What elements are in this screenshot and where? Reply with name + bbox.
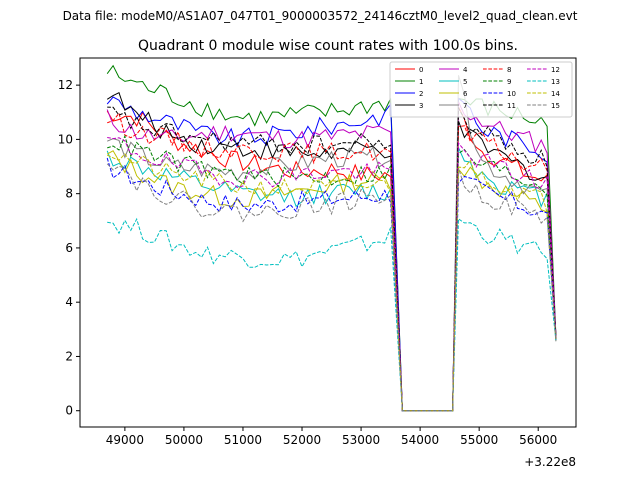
series-line-15: [106, 163, 557, 412]
x-tick-label: 52000: [283, 433, 321, 447]
legend-label: 1: [419, 78, 423, 86]
legend-label: 14: [551, 90, 560, 98]
legend-frame: [389, 61, 573, 118]
x-tick-label: 53000: [342, 433, 380, 447]
legend-label: 7: [463, 102, 467, 110]
legend-label: 2: [419, 90, 423, 98]
series-line-7: [107, 75, 557, 412]
legend-label: 15: [551, 102, 560, 110]
y-axis: 0 2 4 6 8 10 12: [58, 78, 80, 418]
series-line-2: [106, 96, 557, 412]
series-line-5: [106, 147, 557, 412]
axes-frame: [79, 57, 577, 428]
legend-label: 12: [551, 66, 560, 74]
figure-suptitle: Data file: modeM0/AS1A07_047T01_90000035…: [63, 9, 578, 23]
x-tick-label: 50000: [165, 433, 203, 447]
legend-label: 11: [507, 102, 516, 110]
series-line-10: [106, 157, 557, 412]
x-offset-label: +3.22e8: [524, 455, 576, 469]
series-line-3: [106, 92, 557, 412]
y-tick-label: 2: [65, 349, 73, 363]
legend-label: 8: [507, 66, 511, 74]
x-tick-label: 56000: [519, 433, 557, 447]
x-tick-label: 51000: [224, 433, 262, 447]
y-tick-label: 10: [58, 132, 73, 146]
y-tick-label: 12: [58, 78, 73, 92]
series-line-11: [107, 106, 557, 412]
x-tick-label: 49000: [106, 433, 144, 447]
y-tick-label: 4: [65, 295, 73, 309]
legend-label: 5: [463, 78, 467, 86]
y-tick-label: 6: [65, 241, 73, 255]
x-tick-label: 54000: [401, 433, 439, 447]
legend-label: 10: [507, 90, 516, 98]
y-tick-label: 0: [65, 404, 73, 418]
series-line-13: [107, 217, 557, 412]
y-tick-label: 8: [65, 187, 73, 201]
series-line-4: [106, 101, 557, 412]
legend-label: 13: [551, 78, 560, 86]
legend-label: 4: [463, 66, 468, 74]
legend-label: 9: [507, 78, 511, 86]
chart-title: Quadrant 0 module wise count rates with …: [138, 38, 518, 54]
series-line-14: [106, 153, 557, 412]
legend-label: 0: [419, 66, 423, 74]
series-line-12: [107, 137, 557, 412]
series-line-9: [107, 134, 557, 412]
legend-label: 3: [419, 102, 423, 110]
legend-label: 6: [463, 90, 468, 98]
plot-series: [106, 64, 557, 412]
x-axis: 49000 50000 51000 52000 53000 54000 55000 56000: [106, 427, 557, 447]
x-tick-label: 55000: [460, 433, 498, 447]
